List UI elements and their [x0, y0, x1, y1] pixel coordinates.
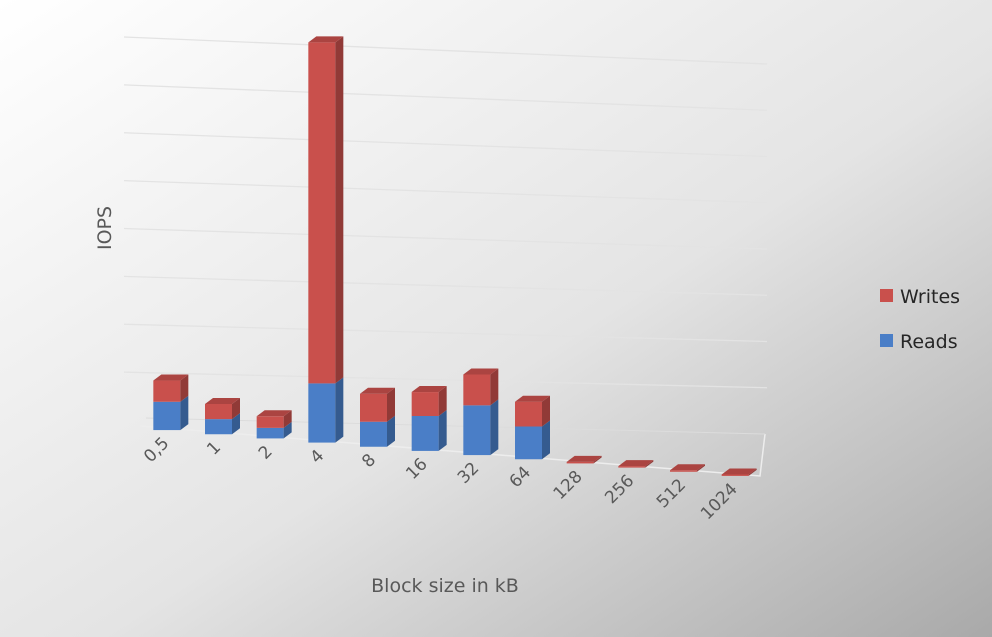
bar-segment	[308, 36, 344, 384]
legend-swatch	[880, 334, 893, 347]
bar-segment	[360, 415, 395, 447]
bar-segment	[256, 421, 292, 439]
gridline	[123, 371, 768, 389]
floor-outline	[139, 425, 766, 477]
bar-segment	[205, 397, 240, 420]
bar-segment	[205, 413, 240, 435]
gridline	[123, 36, 768, 65]
gridline	[123, 84, 768, 111]
bar-segment	[153, 374, 189, 402]
x-axis-label: Block size in kB	[371, 575, 519, 597]
bar-segment	[670, 464, 705, 472]
gridlines	[123, 36, 768, 389]
bar-segment	[566, 455, 602, 464]
bar-segment	[463, 399, 499, 456]
legend-label: Reads	[900, 331, 958, 353]
legend-item: Reads	[880, 331, 958, 353]
legend-swatch	[880, 289, 893, 302]
gridline	[123, 227, 768, 250]
bar-segment	[463, 368, 499, 406]
bar-segment	[618, 460, 654, 468]
chart-floor	[139, 417, 766, 477]
bar-segment	[256, 410, 292, 428]
bars	[153, 36, 757, 476]
gridline	[123, 275, 768, 296]
legend: Writes Reads	[880, 286, 960, 353]
legend-label: Writes	[900, 286, 960, 308]
bar-segment	[411, 386, 447, 417]
bar-segment	[360, 387, 395, 422]
floor-back-edge	[145, 417, 766, 435]
gridline	[123, 323, 768, 343]
bar-segment	[308, 377, 344, 443]
bar-segment	[515, 420, 550, 460]
bar-segment	[153, 395, 189, 431]
gridline	[123, 179, 768, 204]
bar-segment	[515, 395, 550, 427]
bar-segment	[411, 410, 447, 451]
y-axis-label: IOPS	[94, 206, 116, 250]
legend-item: Writes	[880, 286, 960, 308]
gridline	[123, 132, 768, 158]
bar-segment	[721, 468, 757, 476]
